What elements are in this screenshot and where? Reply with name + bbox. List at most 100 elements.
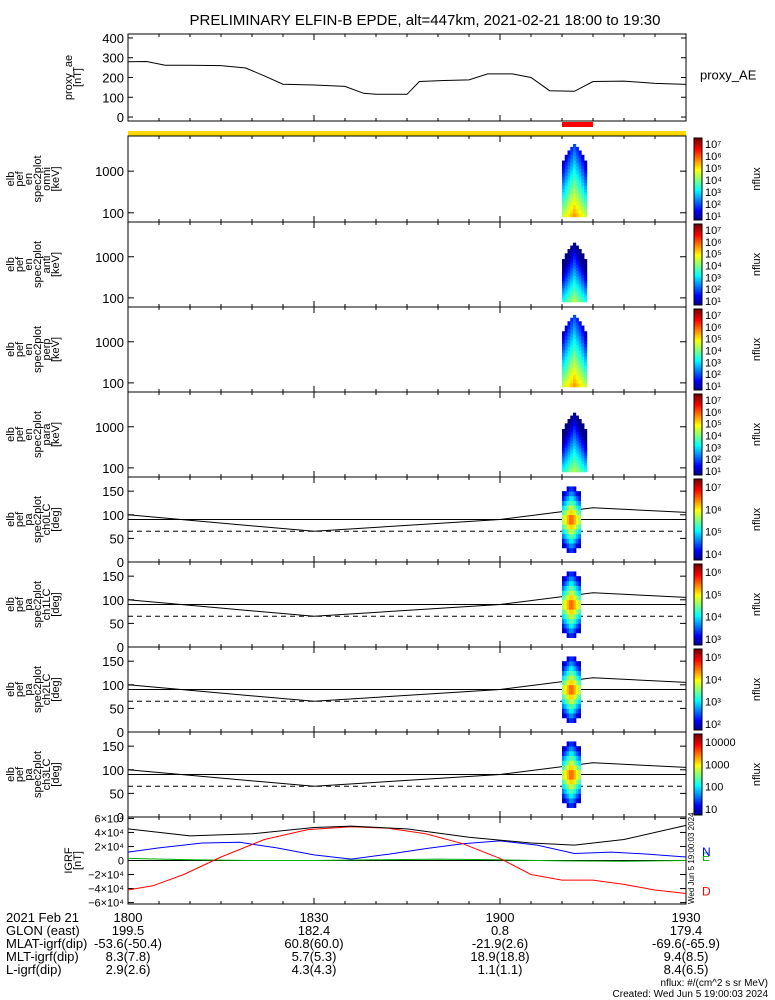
panel-pa_ch2-colorbar-segment bbox=[694, 719, 702, 723]
panel-pa_ch2-pa-cell bbox=[571, 670, 575, 676]
panel-pa_ch1-pa-cell bbox=[566, 604, 570, 610]
panel-spec_perp-spectrogram-cell bbox=[570, 375, 574, 380]
panel-spec_perp-spectrogram-cell bbox=[570, 383, 574, 388]
series-igrf-N bbox=[127, 840, 687, 860]
panel-spec_omni-spectrogram-cell bbox=[578, 194, 582, 199]
panel-spec_para-colorbar-segment bbox=[694, 436, 702, 440]
panel-pa_ch2-pa-cell bbox=[575, 661, 579, 667]
panel-spec_para-spectrogram-cell bbox=[575, 453, 579, 457]
panel-pa_ch3-colorbar-segment bbox=[694, 754, 702, 757]
panel-spec_anti-spectrogram-cell bbox=[573, 255, 577, 260]
panel-spec_para-spectrogram-cell bbox=[573, 455, 577, 460]
panel-pa_ch2-pa-cell bbox=[562, 670, 565, 676]
panel-spec_omni-spectrogram-cell bbox=[575, 154, 579, 159]
panel-spec_para-spectrogram-cell bbox=[578, 445, 582, 449]
panel-spec_anti-spectrogram-cell bbox=[581, 261, 585, 265]
panel-pa_ch3-pa-cell bbox=[573, 779, 577, 785]
panel-pa_ch0-losscone-curve bbox=[127, 507, 687, 532]
panel-pa_ch1-colorbar-segment bbox=[694, 584, 702, 587]
panel-spec_omni-spectrogram-cell bbox=[562, 166, 566, 171]
panel-pa_ch2-ylabel: pef bbox=[14, 681, 26, 697]
panel-spec_perp-colorbar-label: nflux bbox=[751, 337, 763, 361]
panel-pa_ch1-pa-cell bbox=[575, 580, 579, 587]
panel-pa_ch0-pa-cell bbox=[562, 514, 565, 520]
panel-spec_perp-spectrogram-cell bbox=[581, 376, 585, 381]
panel-spec_perp-spectrogram-cell bbox=[562, 368, 566, 372]
panel-spec_perp-spectrogram-cell bbox=[562, 331, 566, 335]
panel-pa_ch2-pa-cell bbox=[575, 665, 579, 672]
panel-pa_ch2-ylabel: pa bbox=[23, 683, 35, 696]
panel-spec_para-spectrogram-cell bbox=[570, 443, 574, 448]
panel-spec_omni-spectrogram-cell bbox=[567, 150, 571, 155]
panel-spec_para-spectrogram-cell bbox=[584, 433, 588, 437]
panel-spec_perp-spectrogram-cell bbox=[584, 334, 588, 338]
panel-spec_anti-ytick-label: 100 bbox=[102, 291, 124, 306]
glon-1800: 199.5 bbox=[112, 923, 145, 938]
panel-spec_perp-spectrogram-cell bbox=[573, 338, 577, 344]
panel-spec_omni-colorbar-tick: 10² bbox=[705, 199, 721, 211]
panel-spec_perp-spectrogram-cell bbox=[581, 339, 585, 343]
panel-spec_para-spectrogram-cell bbox=[578, 427, 582, 432]
panel-spec_para-colorbar-segment bbox=[694, 432, 702, 435]
panel-spec_anti-colorbar-tick: 10⁵ bbox=[705, 249, 722, 261]
panel-spec_perp-spectrogram-cell bbox=[562, 334, 566, 338]
panel-pa_ch1-pa-cell bbox=[578, 585, 581, 591]
panel-spec_omni-colorbar-segment bbox=[694, 187, 702, 190]
panel-spec_para-spectrogram-cell bbox=[581, 458, 585, 462]
panel-spec_perp-colorbar-segment bbox=[694, 335, 702, 338]
panel-pa_ch2-pa-cell bbox=[566, 656, 570, 662]
panel-pa_ch3-pa-cell bbox=[578, 798, 581, 804]
panel-spec_perp-colorbar-segment bbox=[694, 367, 702, 371]
panel-pa_ch0-colorbar-segment bbox=[694, 515, 702, 518]
panel-pa_ch2-pa-cell bbox=[573, 717, 577, 723]
panel-pa_ch1-colorbar-segment bbox=[694, 582, 702, 585]
panel-pa_ch0-colorbar-segment bbox=[694, 509, 702, 512]
panel-pa_ch0-pa-cell bbox=[575, 524, 579, 530]
panel-pa_ch1-colorbar-segment bbox=[694, 574, 702, 577]
panel-pa_ch0-pa-cell bbox=[573, 547, 577, 553]
panel-spec_anti-spectrogram-cell bbox=[573, 265, 577, 270]
panel-spec_omni-spectrogram-cell bbox=[573, 168, 577, 173]
panel-pa_ch2-pa-cell bbox=[571, 675, 575, 681]
panel-spec_omni-spectrogram-cell bbox=[573, 208, 577, 214]
panel-spec_anti-colorbar-segment bbox=[694, 250, 702, 253]
panel-spec_perp-spectrogram-cell bbox=[575, 367, 579, 372]
panel-spec_para-spectrogram-cell bbox=[564, 452, 568, 457]
panel-spec_perp-spectrogram-cell bbox=[567, 343, 571, 348]
panel-pa_ch3-pa-cell bbox=[566, 760, 570, 766]
panel-spec_omni-colorbar-segment bbox=[694, 201, 702, 205]
panel-spec_para-spectrogram-cell bbox=[575, 462, 579, 467]
panel-pa_ch3-colorbar-segment bbox=[694, 764, 702, 767]
panel-pa_ch3-pa-cell bbox=[578, 765, 581, 771]
panel-pa_ch1-pa-cell bbox=[575, 618, 579, 624]
panel-pa_ch2-pa-cell bbox=[562, 694, 565, 700]
panel-spec_perp-spectrogram-cell bbox=[578, 332, 582, 337]
panel-pa_ch0-pa-cell bbox=[575, 543, 579, 549]
panel-spec_para-colorbar-segment bbox=[694, 440, 702, 444]
panel-spec_perp-spectrogram-cell bbox=[575, 375, 579, 380]
panel-spec_perp-spectrogram-cell bbox=[564, 366, 568, 371]
panel-spec_anti-spectrogram-cell bbox=[564, 264, 568, 268]
panel-pa_ch1-pa-cell bbox=[568, 613, 572, 620]
panel-pa_ch1-pa-cell bbox=[578, 595, 581, 601]
panel-spec_omni-spectrogram-cell bbox=[584, 185, 588, 190]
panel-spec_anti-spectrogram-cell bbox=[567, 263, 571, 268]
panel-spec_perp-spectrogram-cell bbox=[567, 379, 571, 384]
panel-pa_ch3-pa-cell bbox=[568, 760, 572, 766]
panel-spec_para-spectrogram-cell bbox=[573, 432, 577, 437]
panel-pa_ch2-ylabel: [deg] bbox=[50, 677, 62, 701]
panel-spec_omni-spectrogram-cell bbox=[578, 150, 582, 155]
panel-spec_anti-spectrogram-cell bbox=[575, 289, 579, 293]
panel-spec_anti-colorbar-segment bbox=[694, 236, 702, 239]
panel-proxy_ae-ylabel: [nT] bbox=[72, 68, 84, 87]
panel-spec_perp-spectrogram-cell bbox=[570, 363, 574, 369]
panel-spec_anti-spectrogram-cell bbox=[567, 269, 571, 273]
panel-spec_omni-spectrogram-cell bbox=[570, 158, 574, 163]
panel-pa_ch1-pa-cell bbox=[571, 595, 575, 601]
panel-igrf-ytick-label: 4×10⁴ bbox=[94, 827, 124, 839]
figure-title: PRELIMINARY ELFIN-B EPDE, alt=447km, 202… bbox=[190, 12, 661, 29]
xtick-label-1830: 1830 bbox=[300, 910, 329, 925]
panel-spec_omni-spectrogram-cell bbox=[570, 197, 574, 202]
panel-spec_omni-spectrogram-cell bbox=[567, 176, 571, 181]
panel-pa_ch0-pa-cell bbox=[562, 510, 565, 516]
